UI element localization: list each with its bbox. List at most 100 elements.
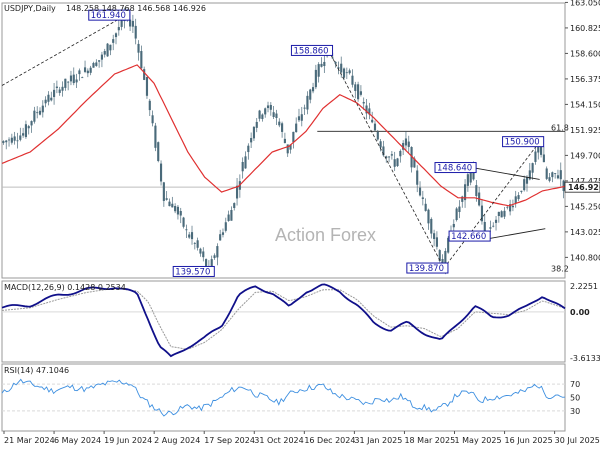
candle-body <box>469 170 472 183</box>
candle-body <box>219 234 222 241</box>
annotation-label: 142.660 <box>451 232 486 242</box>
candle-body <box>81 77 84 79</box>
candle-body <box>38 110 42 115</box>
price-tick-label: 160.825 <box>570 24 600 33</box>
candle-body <box>69 75 73 82</box>
candle-body <box>413 158 416 168</box>
candle-body <box>494 219 498 223</box>
ohlc-readout: 148.258 148.768 146.568 146.926 <box>66 4 206 13</box>
candle-body <box>266 105 270 109</box>
candle-body <box>16 140 19 142</box>
candle-body <box>179 210 182 216</box>
candle-body <box>289 144 292 150</box>
rsi-pane-frame <box>1 363 566 432</box>
candle-body <box>64 78 67 88</box>
candle-body <box>264 108 267 115</box>
candle-body <box>506 206 509 208</box>
candle-body <box>517 195 520 200</box>
annotation-box <box>290 44 334 56</box>
candle-body <box>134 25 137 39</box>
macd-tick-label: 2.2251 <box>570 282 598 291</box>
candle-body <box>67 81 70 83</box>
candle-body <box>205 259 208 267</box>
candle-body <box>19 135 22 140</box>
candle-body <box>154 125 157 148</box>
candle-body <box>528 170 531 180</box>
candle-body <box>402 142 405 150</box>
price-annotation: 148.640 <box>434 162 477 174</box>
candle-body <box>418 187 422 196</box>
candle-body <box>492 225 495 227</box>
candle-body <box>247 145 250 153</box>
candle-body <box>509 204 512 212</box>
axes: 163.050 160.825 158.600 156.375 154.150 151.9… <box>3 0 600 445</box>
macd-panel <box>1 283 566 358</box>
x-tick-label: 19 Jun 2024 <box>104 436 152 445</box>
candle-body <box>458 206 461 213</box>
candle-body <box>162 182 165 201</box>
candle-body <box>404 138 408 146</box>
candle-body <box>103 51 106 55</box>
candle-body <box>157 142 160 161</box>
x-tick-label: 31 Oct 2024 <box>254 436 303 445</box>
fib-level-label: 38.2 <box>551 264 569 273</box>
triangle-lower-line <box>486 228 546 240</box>
fib-level-label: 61.8 <box>551 123 569 132</box>
candle-body <box>559 170 562 180</box>
candle-body <box>320 63 323 67</box>
candle-body <box>323 61 326 67</box>
candle-body <box>275 113 278 119</box>
candle-body <box>250 138 253 143</box>
candle-body <box>452 223 455 228</box>
candle-body <box>272 112 275 117</box>
candle-body <box>47 94 50 102</box>
candle-body <box>129 19 132 27</box>
candle-body <box>427 209 430 224</box>
x-tick-label: 16 Jun 2025 <box>505 436 553 445</box>
price-annotation: 142.660 <box>448 230 491 242</box>
candle-body <box>396 158 399 167</box>
candle-body <box>376 131 379 140</box>
candle-body <box>421 197 424 199</box>
rsi-tick-label: 70 <box>570 380 580 389</box>
trendline-dashed-a <box>1 14 127 86</box>
candle-body <box>27 126 30 129</box>
candle-body <box>75 79 78 83</box>
last-price-value: 146.926 <box>568 183 600 192</box>
candle-body <box>137 43 140 53</box>
candle-body <box>281 123 284 132</box>
candle-body <box>114 33 118 38</box>
candle-body <box>58 89 61 93</box>
candle-body <box>190 232 194 240</box>
candle-body <box>430 218 433 234</box>
candle-body <box>351 75 354 85</box>
candle-body <box>348 70 351 74</box>
candle-body <box>227 214 230 221</box>
annotation-label: 158.860 <box>293 46 328 56</box>
candle-body <box>100 54 104 60</box>
candle-body <box>258 110 261 119</box>
candle-body <box>399 150 402 157</box>
candle-body <box>345 72 348 74</box>
candle-body <box>244 156 247 169</box>
candle-body <box>202 251 205 258</box>
candle-body <box>213 255 216 258</box>
candle-body <box>385 156 388 159</box>
candle-body <box>340 63 343 73</box>
candle-body <box>286 144 289 154</box>
candle-body <box>500 211 503 218</box>
candle-body <box>461 196 464 202</box>
candle-body <box>534 151 537 162</box>
x-tick-label: 16 Dec 2024 <box>304 436 355 445</box>
price-tick-label: 154.150 <box>570 100 600 109</box>
candle-body <box>148 100 151 111</box>
candle-body <box>55 86 58 88</box>
candle-body <box>379 141 382 148</box>
candle-body <box>390 154 393 156</box>
price-annotation: 158.860 <box>290 44 334 56</box>
candle-body <box>317 64 320 77</box>
x-tick-label: 17 Sep 2024 <box>204 436 255 445</box>
annotation-box <box>172 265 215 277</box>
annotation-label: 148.640 <box>437 164 472 174</box>
annotation-box <box>406 262 449 274</box>
